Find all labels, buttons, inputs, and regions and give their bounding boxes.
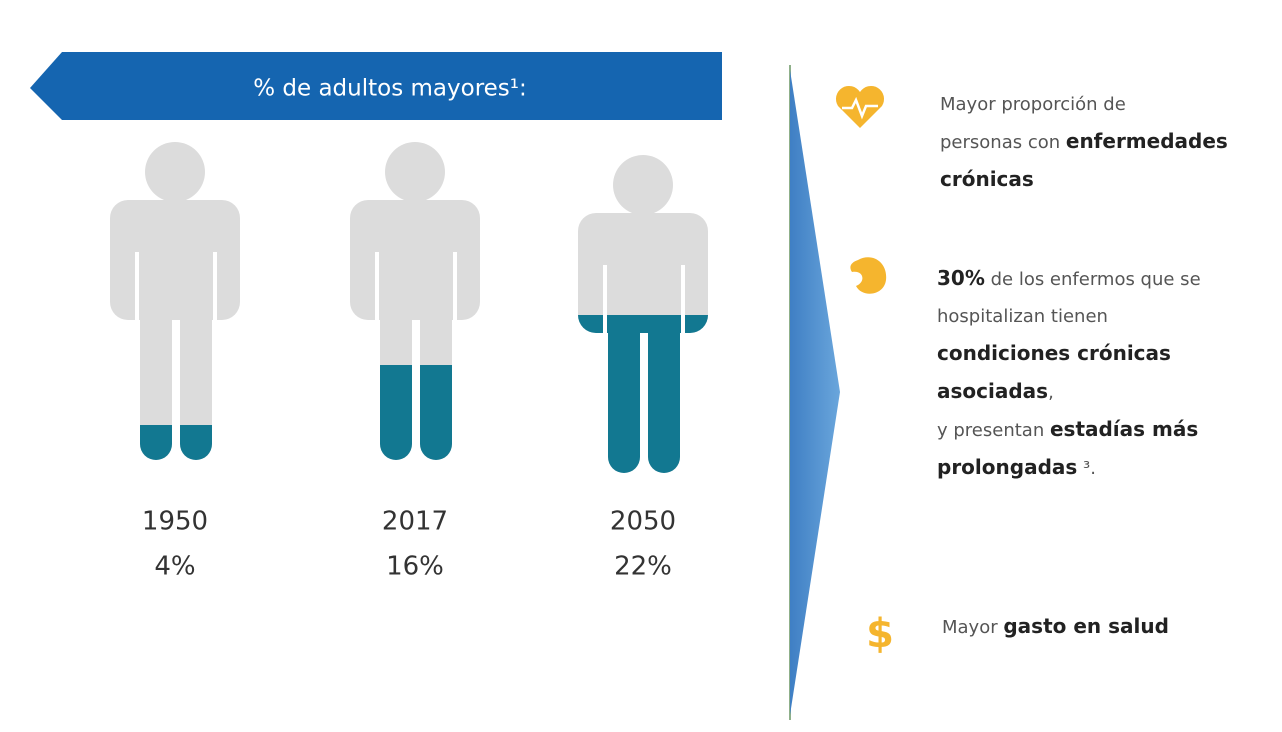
bold-text: estadías más <box>1049 417 1199 441</box>
text: hospitalizan tienen <box>937 306 1108 327</box>
gap <box>213 252 217 322</box>
banner-arrow <box>30 52 722 120</box>
text-line: crónicas <box>940 161 1228 199</box>
person-figure <box>578 155 708 473</box>
text-line: prolongadas ³. <box>937 449 1201 487</box>
head <box>145 142 205 202</box>
leg <box>648 315 680 473</box>
gap <box>681 265 685 335</box>
gap <box>603 315 607 335</box>
leg <box>140 292 172 460</box>
person-fill <box>380 365 452 460</box>
person-fill <box>140 425 212 460</box>
leg <box>180 425 212 460</box>
person-figure <box>350 142 480 460</box>
point-text: Mayor gasto en salud <box>942 608 1169 646</box>
banner-title: % de adultos mayores¹: <box>253 76 527 102</box>
point-text: Mayor proporción de personas con enfermed… <box>940 86 1228 199</box>
text: personas con <box>940 132 1066 153</box>
text-line: personas con enfermedades <box>940 123 1228 161</box>
gap <box>603 265 607 335</box>
year-label: 2050 <box>610 507 676 537</box>
year-label: 2017 <box>382 507 448 537</box>
dollar-icon: $ <box>866 611 894 657</box>
torso <box>578 213 708 333</box>
bold-text: enfermedades <box>1065 129 1228 153</box>
text: y presentan <box>937 420 1050 441</box>
text-line: Mayor proporción de <box>940 86 1228 123</box>
text-line: y presentan estadías más <box>937 411 1201 449</box>
organ-icon <box>850 257 887 294</box>
leg <box>140 425 172 460</box>
text-line: hospitalizan tienen <box>937 298 1201 335</box>
text-line: asociadas, <box>937 373 1201 411</box>
torso <box>350 200 480 320</box>
bold-text: crónicas <box>940 167 1034 191</box>
point-text: 30% de los enfermos que se hospitalizan t… <box>937 260 1201 487</box>
heart-icon <box>835 85 885 128</box>
percent-label: 16% <box>386 552 444 582</box>
bold-text: asociadas <box>937 379 1049 403</box>
text-line: Mayor gasto en salud <box>942 608 1169 646</box>
bold-text: 30% <box>937 266 985 290</box>
person-fill <box>578 315 708 473</box>
text-line: condiciones crónicas <box>937 335 1201 373</box>
gap <box>135 252 139 322</box>
head <box>613 155 673 215</box>
gap <box>681 315 685 335</box>
text-line: 30% de los enfermos que se <box>937 260 1201 298</box>
text: de los enfermos que se <box>984 269 1201 290</box>
leg <box>608 315 640 473</box>
figures: 1950 4% 2017 16% 2050 22% <box>110 142 708 582</box>
bold-text: condiciones crónicas <box>937 341 1171 365</box>
text: Mayor <box>942 617 1004 638</box>
leg <box>420 365 452 460</box>
leg <box>380 365 412 460</box>
percent-label: 22% <box>614 552 672 582</box>
bold-text: gasto en salud <box>1003 614 1169 638</box>
torso <box>110 200 240 320</box>
divider-arrow <box>790 70 840 715</box>
text: , <box>1048 382 1054 403</box>
percent-label: 4% <box>154 552 195 582</box>
text: Mayor proporción de <box>940 94 1126 115</box>
text: ³. <box>1077 458 1096 479</box>
gap <box>375 252 379 322</box>
gap <box>453 252 457 322</box>
bold-text: prolongadas <box>937 455 1078 479</box>
head <box>385 142 445 202</box>
leg <box>180 292 212 460</box>
year-label: 1950 <box>142 507 208 537</box>
person-figure <box>110 142 240 460</box>
